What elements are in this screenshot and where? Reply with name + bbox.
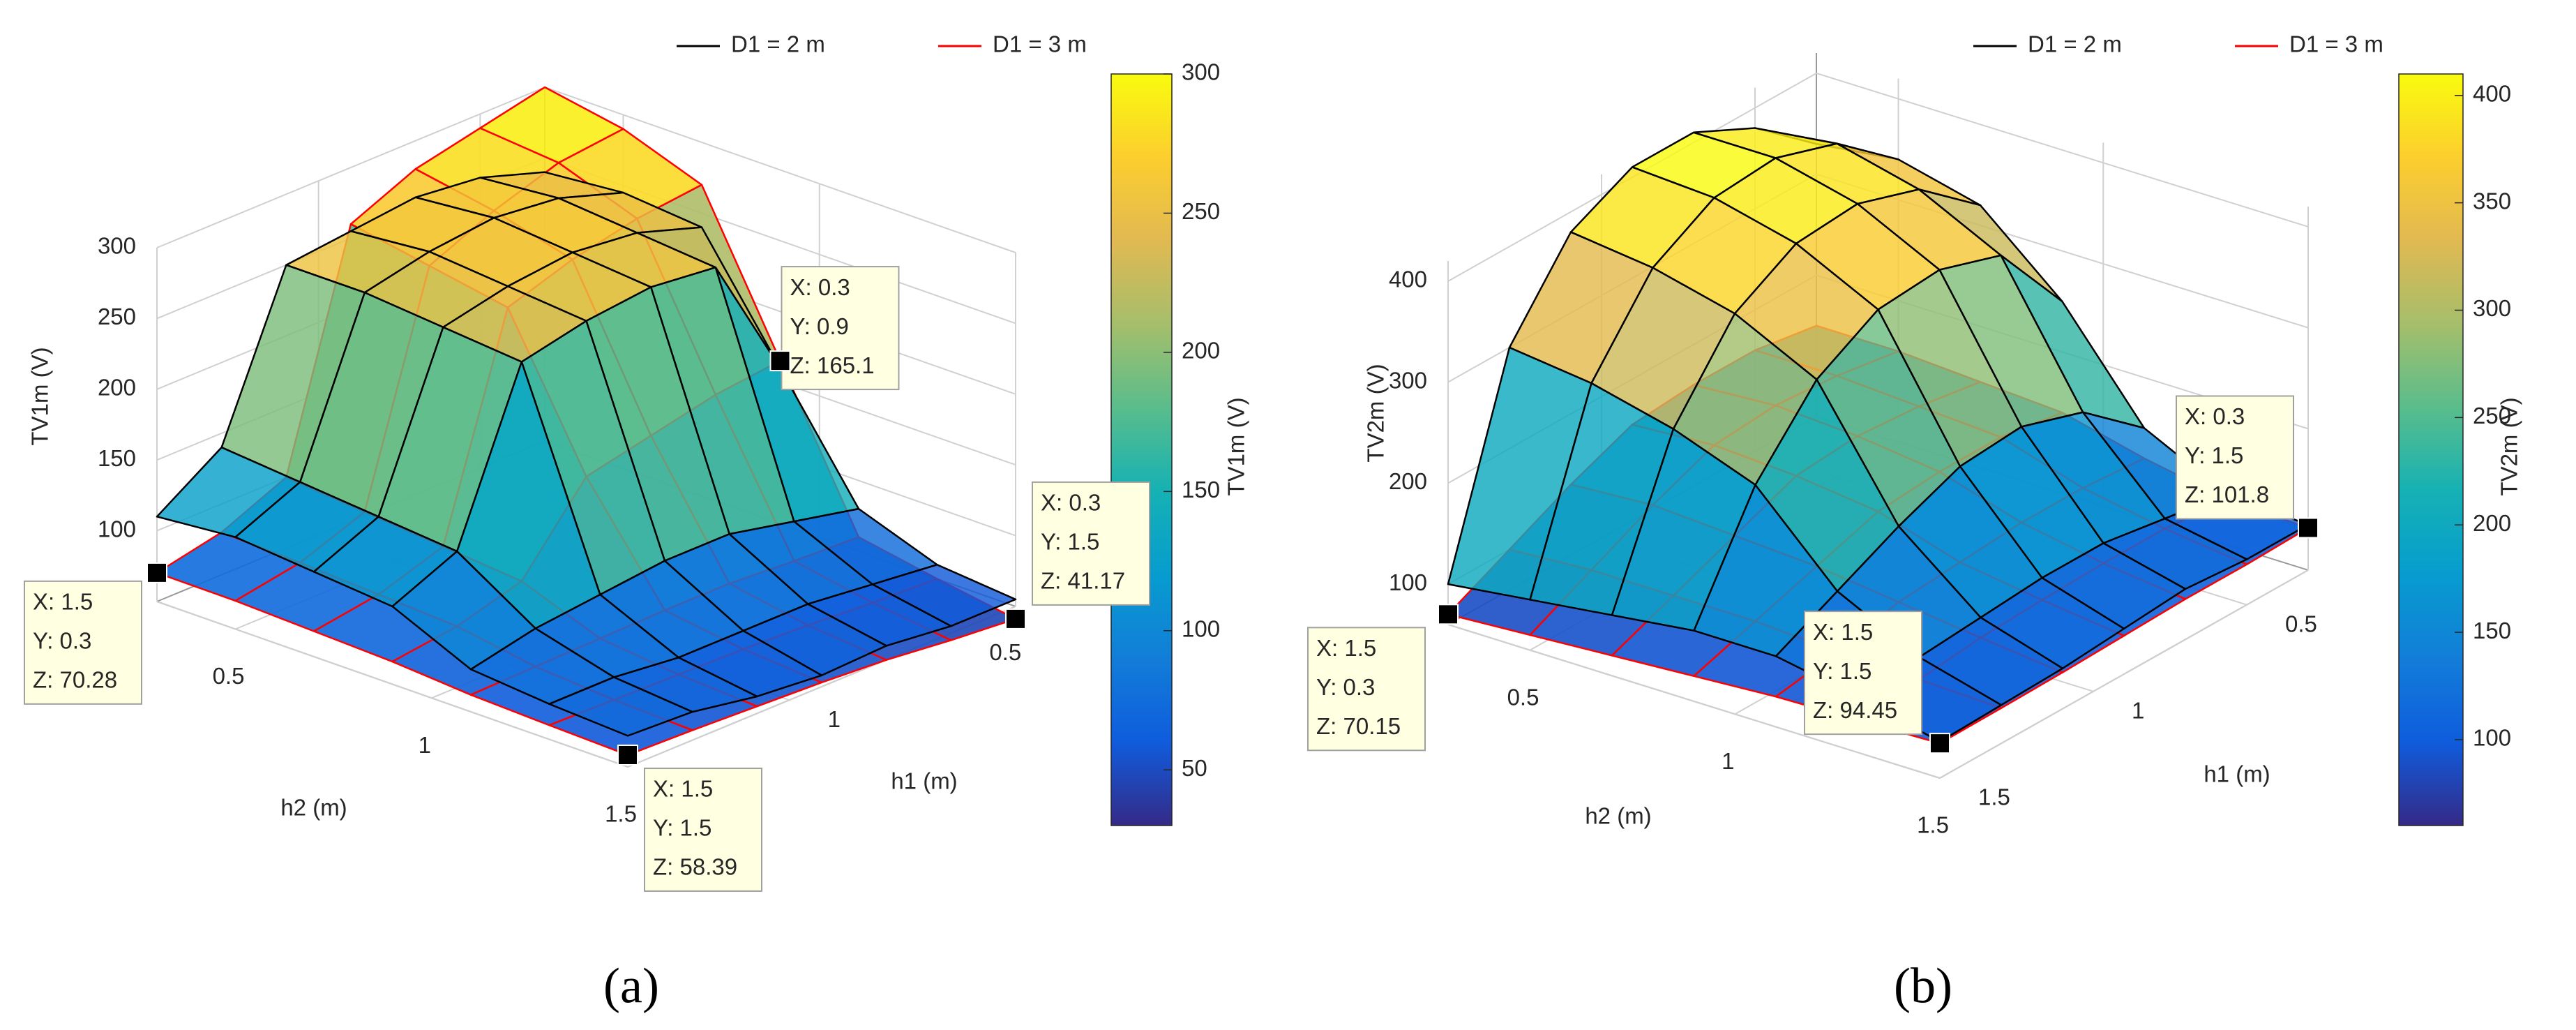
colorbar-tick-label: 200 — [2473, 510, 2511, 536]
y-tick-label: 0.5 — [213, 663, 245, 689]
z-tick-label: 150 — [98, 445, 136, 471]
x-tick-label: 1 — [828, 706, 841, 732]
datatip-box — [644, 767, 762, 892]
z-tick-label: 250 — [98, 304, 136, 329]
colorbar-tick-label: 300 — [2473, 295, 2511, 321]
datatip-marker — [1929, 733, 1950, 754]
datatip-text: Z: 70.28 — [33, 667, 117, 693]
z-tick-label: 100 — [1389, 569, 1427, 595]
colorbar-tick-label: 300 — [1182, 59, 1220, 85]
datatip-marker — [1005, 608, 1026, 629]
surface-cell — [548, 676, 693, 737]
legend-label: D1 = 2 m — [2028, 31, 2122, 57]
grid-line — [1939, 569, 2309, 779]
y-tick-label: 1.5 — [1917, 812, 1949, 838]
datatip-marker — [2298, 517, 2319, 539]
y-tick-label: 1 — [1722, 748, 1734, 774]
z-tick-label: 400 — [1389, 267, 1427, 292]
datatip-text: Z: 41.17 — [1041, 568, 1125, 594]
datatip-text: Z: 94.45 — [1813, 697, 1897, 723]
legend-label: D1 = 2 m — [731, 31, 825, 57]
datatip-text: X: 0.3 — [1041, 490, 1101, 516]
colorbar-tick-label: 150 — [1182, 477, 1220, 502]
datatip-box — [2176, 395, 2294, 520]
x-tick-label: 1.5 — [1978, 784, 2010, 810]
subplot-label: (b) — [1894, 958, 1952, 1014]
colorbar-label: TV2m (V) — [2496, 397, 2522, 495]
datatip-text: Y: 0.9 — [790, 313, 849, 339]
z-axis-label: TV1m (V) — [27, 347, 53, 445]
legend-label: D1 = 3 m — [2289, 31, 2383, 57]
datatip: X: 0.3 Y: 0.9 Z: 165.1 — [769, 266, 900, 391]
z-tick-label: 300 — [98, 233, 136, 259]
subplot-label: (a) — [603, 958, 659, 1014]
y-axis-label: h2 (m) — [1585, 803, 1651, 829]
datatip: X: 1.5 Y: 1.5 Z: 58.39 — [617, 744, 762, 892]
y-tick-label: 0.5 — [1507, 684, 1539, 710]
datatip-text: X: 1.5 — [33, 589, 93, 615]
datatip-text: X: 1.5 — [1316, 635, 1376, 661]
z-axis-label: TV2m (V) — [1363, 364, 1389, 462]
datatip-marker — [769, 350, 791, 372]
datatip-text: Z: 58.39 — [653, 854, 737, 880]
datatip-text: Y: 0.3 — [1316, 674, 1375, 700]
colorbar-tick-label: 200 — [1182, 338, 1220, 364]
z-tick-label: 100 — [98, 516, 136, 542]
datatip: X: 0.3 Y: 1.5 Z: 41.17 — [1005, 481, 1150, 629]
colorbar — [1110, 73, 1173, 826]
datatip: X: 1.5 Y: 0.3 Z: 70.28 — [24, 562, 167, 705]
z-tick-label: 200 — [1389, 468, 1427, 494]
legend-label: D1 = 3 m — [993, 31, 1087, 57]
datatip-box — [1804, 611, 1922, 736]
subplot: 100 200 300 400 0.5 1 1.5 0.5 1 1.5 h1 (m) h2 (m) TV… — [1307, 31, 2522, 1014]
y-tick-label: 1.5 — [605, 801, 637, 827]
datatip-box — [1307, 627, 1426, 752]
x-axis-label: h1 (m) — [891, 768, 957, 794]
colorbar-tick-label: 100 — [1182, 615, 1220, 641]
datatip-box — [24, 580, 142, 705]
colorbar-tick-label: 250 — [1182, 198, 1220, 224]
datatip-text: X: 0.3 — [790, 274, 850, 300]
colorbar-tick-label: 100 — [2473, 725, 2511, 751]
x-tick-label: 0.5 — [2285, 611, 2317, 636]
datatip-marker — [146, 562, 167, 583]
datatip-text: Y: 1.5 — [653, 815, 711, 841]
x-tick-label: 0.5 — [989, 639, 1021, 665]
x-axis-label: h1 (m) — [2204, 761, 2270, 787]
colorbar-tick-label: 350 — [2473, 188, 2511, 214]
datatip-text: Y: 0.3 — [33, 628, 91, 654]
datatip-marker — [617, 744, 638, 766]
z-tick-label: 200 — [98, 375, 136, 401]
colorbar-tick-label: 400 — [2473, 80, 2511, 106]
datatip-text: X: 1.5 — [1813, 619, 1873, 645]
datatip-box — [1032, 481, 1150, 606]
datatip-text: X: 0.3 — [2185, 403, 2245, 429]
datatip-text: Z: 165.1 — [790, 352, 875, 378]
datatip-box — [781, 266, 900, 391]
z-tick-label: 300 — [1389, 367, 1427, 393]
colorbar-tick-label: 50 — [1182, 755, 1207, 781]
colorbar — [2398, 73, 2464, 826]
datatip: X: 0.3 Y: 1.5 Z: 101.8 — [2176, 395, 2319, 539]
datatip-marker — [1438, 604, 1459, 625]
datatip-text: Y: 1.5 — [1813, 658, 1871, 684]
datatip-text: Z: 101.8 — [2185, 482, 2269, 507]
y-tick-label: 1 — [419, 732, 431, 758]
datatip-text: X: 1.5 — [653, 776, 713, 802]
colorbar-tick-label: 150 — [2473, 618, 2511, 643]
datatip-text: Z: 70.15 — [1316, 713, 1401, 739]
colorbar-tick-label: 250 — [2473, 403, 2511, 428]
datatip-text: Y: 1.5 — [1041, 529, 1099, 555]
datatip: X: 1.5 Y: 0.3 Z: 70.15 — [1307, 604, 1459, 752]
datatip: X: 1.5 Y: 1.5 Z: 94.45 — [1804, 611, 1950, 754]
x-tick-label: 1 — [2132, 698, 2144, 724]
colorbar-label: TV1m (V) — [1223, 397, 1249, 495]
y-axis-label: h2 (m) — [280, 795, 347, 821]
datatip-text: Y: 1.5 — [2185, 442, 2243, 468]
